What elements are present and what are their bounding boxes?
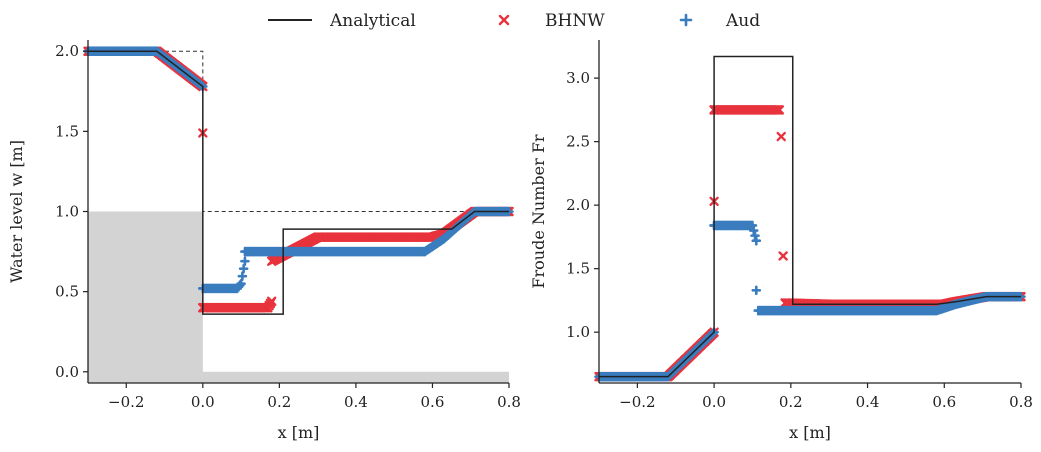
aud-marker (238, 263, 249, 274)
aud-marker (237, 271, 248, 281)
legend-analytical-label: Analytical (329, 11, 416, 31)
x-tick-label: 0.0 (702, 393, 726, 411)
aud-marker (751, 235, 762, 246)
bhnw-marker (774, 105, 785, 115)
x-tick-label: 0.8 (1009, 393, 1033, 411)
y-tick-label: 1.0 (566, 323, 590, 341)
y-tick-label: 1.5 (55, 122, 79, 140)
plot-area (594, 55, 1026, 382)
x-tick-label: 0.4 (856, 393, 880, 411)
x-tick-label: 0.6 (932, 393, 956, 411)
x-tick-label: 0.8 (497, 393, 521, 411)
x-tick-label: −0.2 (108, 393, 144, 411)
bhnw-marker (776, 131, 786, 142)
analytical-line (88, 50, 509, 315)
bed-topography (88, 211, 509, 383)
x-tick-label: 0.4 (344, 393, 368, 411)
water-level-panel: −0.2 0.0 0.2 0.4 0.6 0.8 0.0 0.5 1.0 1.5 2.0 x [m] W… (7, 40, 521, 442)
y-tick-label: 2.5 (566, 133, 590, 151)
y-tick-label: 2.0 (566, 196, 590, 214)
y-tick-label: 3.0 (566, 69, 590, 87)
legend-aud-swatch (679, 13, 693, 27)
initial-condition-line (88, 50, 509, 212)
x-tick-label: 0.6 (421, 393, 445, 411)
y-tick-label: 0.5 (55, 283, 79, 301)
bhnw-marker (267, 296, 277, 306)
x-tick-label: 0.2 (779, 393, 803, 411)
x-axis-label: x [m] (789, 423, 831, 442)
y-tick-label: 1.0 (55, 203, 79, 221)
aud-marker (751, 285, 762, 296)
bhnw-marker (778, 251, 788, 261)
x-tick-label: −0.2 (619, 393, 655, 411)
bhnw-series (594, 105, 1026, 382)
legend-bhnw-swatch (498, 14, 510, 26)
legend-bhnw-label: BHNW (545, 11, 605, 31)
x-axis-label: x [m] (278, 423, 320, 442)
y-tick-label: 1.5 (566, 260, 590, 278)
y-tick-label: 2.0 (55, 42, 79, 60)
y-tick-label: 0.0 (55, 363, 79, 381)
x-tick-label: 0.0 (191, 393, 215, 411)
analytical-line (599, 55, 1021, 378)
aud-marker (240, 256, 250, 266)
y-axis-label: Water level w [m] (7, 140, 26, 283)
froude-number-panel: −0.2 0.0 0.2 0.4 0.6 0.8 1.0 1.5 2.0 2.5 3.0 x [m] F… (529, 40, 1033, 442)
plot-area (83, 46, 514, 383)
legend: Analytical BHNW Aud (268, 11, 760, 31)
aud-marker (236, 278, 246, 289)
y-axis-label: Froude Number Fr (529, 134, 548, 289)
x-tick-label: 0.2 (267, 393, 291, 411)
legend-aud-label: Aud (725, 11, 760, 31)
